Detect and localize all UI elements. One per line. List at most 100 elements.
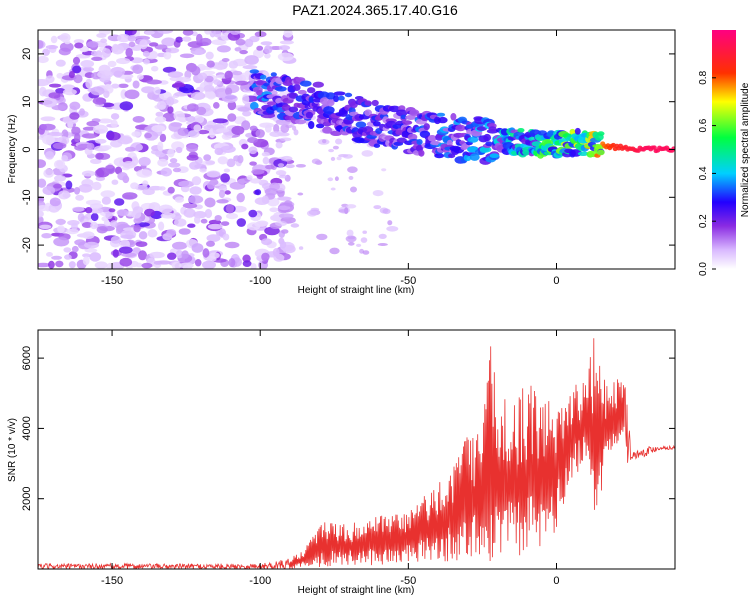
heatmap-noise-blob — [244, 38, 254, 48]
snr-x-axis: -150 -100 -50 0 — [101, 330, 560, 587]
y-tick-label: -10 — [21, 189, 33, 205]
heatmap-noise-blob — [119, 257, 133, 267]
heatmap-noise-blob — [130, 182, 139, 190]
heatmap-noise-blob — [236, 192, 245, 203]
heatmap-noise-blob — [114, 198, 125, 206]
heatmap-ridge-blob — [364, 109, 372, 117]
heatmap-noise-blob — [110, 220, 118, 228]
heatmap-noise-blob — [172, 167, 182, 173]
heatmap-noise-blob — [118, 246, 133, 254]
heatmap-noise-blob — [216, 45, 231, 53]
heatmap-noise-blob — [197, 72, 208, 80]
heatmap-noise-blob — [100, 38, 107, 43]
heatmap-noise-blob — [265, 164, 275, 170]
heatmap-noise-blob — [166, 96, 175, 107]
heatmap-noise-blob — [186, 154, 199, 161]
heatmap-noise-blob — [196, 33, 203, 44]
heatmap-noise-blob — [218, 189, 226, 199]
heatmap-noise-blob — [42, 135, 55, 145]
heatmap-ridge-blob — [281, 104, 291, 112]
heatmap-noise-blob — [45, 151, 55, 160]
heatmap-noise-blob — [38, 210, 44, 218]
heatmap-noise-blob — [158, 186, 166, 191]
heatmap-ridge-blob — [300, 80, 312, 87]
heatmap-noise-blob — [71, 126, 81, 135]
heatmap-noise-blob — [132, 80, 140, 89]
heatmap-noise-blob — [110, 113, 120, 120]
heatmap-noise-blob — [81, 222, 93, 228]
heatmap-noise-blob — [373, 205, 382, 210]
heatmap-noise-blob — [55, 218, 66, 225]
heatmap-noise-blob — [205, 160, 216, 165]
heatmap-noise-blob — [278, 174, 288, 179]
snr-frame — [37, 329, 676, 570]
heatmap-noise-blob — [128, 41, 136, 48]
heatmap-noise-blob — [144, 208, 155, 217]
heatmap-noise-blob — [179, 53, 195, 59]
heatmap-noise-blob — [57, 225, 65, 234]
heatmap-noise-blob — [190, 91, 206, 100]
heatmap-noise-blob — [59, 33, 71, 43]
heatmap-noise-blob — [226, 213, 238, 220]
heatmap-noise-blob — [90, 212, 99, 222]
heatmap-noise-blob — [189, 161, 201, 170]
heatmap-noise-blob — [186, 103, 199, 112]
heatmap-noise-blob — [172, 82, 186, 88]
heatmap-noise-blob — [226, 158, 236, 168]
heatmap-noise-blob — [214, 147, 224, 156]
heatmap-noise-blob — [154, 116, 167, 123]
heatmap-noise-blob — [107, 60, 117, 68]
heatmap-noise-blob — [203, 84, 215, 92]
heatmap-noise-blob — [209, 252, 220, 259]
heatmap-noise-blob — [234, 47, 242, 52]
heatmap-noise-blob — [120, 234, 136, 239]
heatmap-ridge-blob — [388, 105, 401, 113]
heatmap-noise-blob — [206, 240, 215, 247]
heatmap-noise-blob — [94, 261, 108, 269]
x-tick-label: -50 — [400, 275, 416, 287]
heatmap-noise-blob — [108, 208, 116, 213]
heatmap-noise-blob — [224, 70, 233, 81]
heatmap-noise-blob — [110, 236, 121, 244]
heatmap-noise-blob — [167, 71, 184, 78]
y-tick-label: 6000 — [21, 346, 33, 370]
heatmap-noise-blob — [248, 209, 258, 218]
heatmap-noise-blob — [82, 126, 96, 131]
heatmap-noise-blob — [342, 154, 353, 159]
heatmap-noise-blob — [282, 244, 296, 254]
y-tick-label: -20 — [21, 237, 33, 253]
heatmap-noise-blob — [259, 122, 274, 128]
heatmap-noise-blob — [91, 56, 103, 62]
heatmap-noise-blob — [85, 207, 93, 214]
heatmap-noise-blob — [328, 148, 334, 153]
heatmap-noise-blob — [316, 233, 328, 241]
heatmap-noise-blob — [277, 163, 285, 168]
heatmap-noise-blob — [256, 45, 264, 51]
heatmap-ridge-blob — [294, 119, 307, 125]
x-tick-label: 0 — [553, 575, 559, 587]
heatmap-noise-blob — [56, 72, 64, 79]
heatmap-noise-blob — [49, 83, 62, 88]
heatmap-noise-blob — [264, 45, 273, 54]
heatmap-noise-blob — [144, 30, 155, 35]
heatmap-noise-blob — [173, 218, 187, 227]
heatmap-noise-blob — [386, 226, 399, 232]
heatmap-noise-blob — [297, 192, 304, 196]
heatmap-noise-blob — [148, 42, 159, 47]
heatmap-noise-blob — [75, 194, 84, 201]
heatmap-noise-blob — [220, 145, 236, 153]
heatmap-ridge-blob — [416, 139, 423, 145]
heatmap-noise-blob — [142, 180, 149, 187]
heatmap-noise-blob — [135, 262, 143, 268]
heatmap-noise-blob — [253, 48, 265, 59]
heatmap-ridge-blob — [288, 106, 299, 113]
heatmap-ridge-blob — [400, 114, 407, 120]
heatmap-noise-blob — [206, 234, 221, 243]
heatmap-noise-blob — [74, 239, 86, 246]
heatmap-noise-blob — [48, 92, 61, 99]
heatmap-noise-blob — [162, 66, 177, 73]
heatmap-noise-blob — [160, 212, 176, 219]
heatmap-noise-blob — [153, 260, 163, 265]
heatmap-noise-blob — [158, 221, 165, 231]
heatmap-noise-blob — [110, 66, 126, 77]
